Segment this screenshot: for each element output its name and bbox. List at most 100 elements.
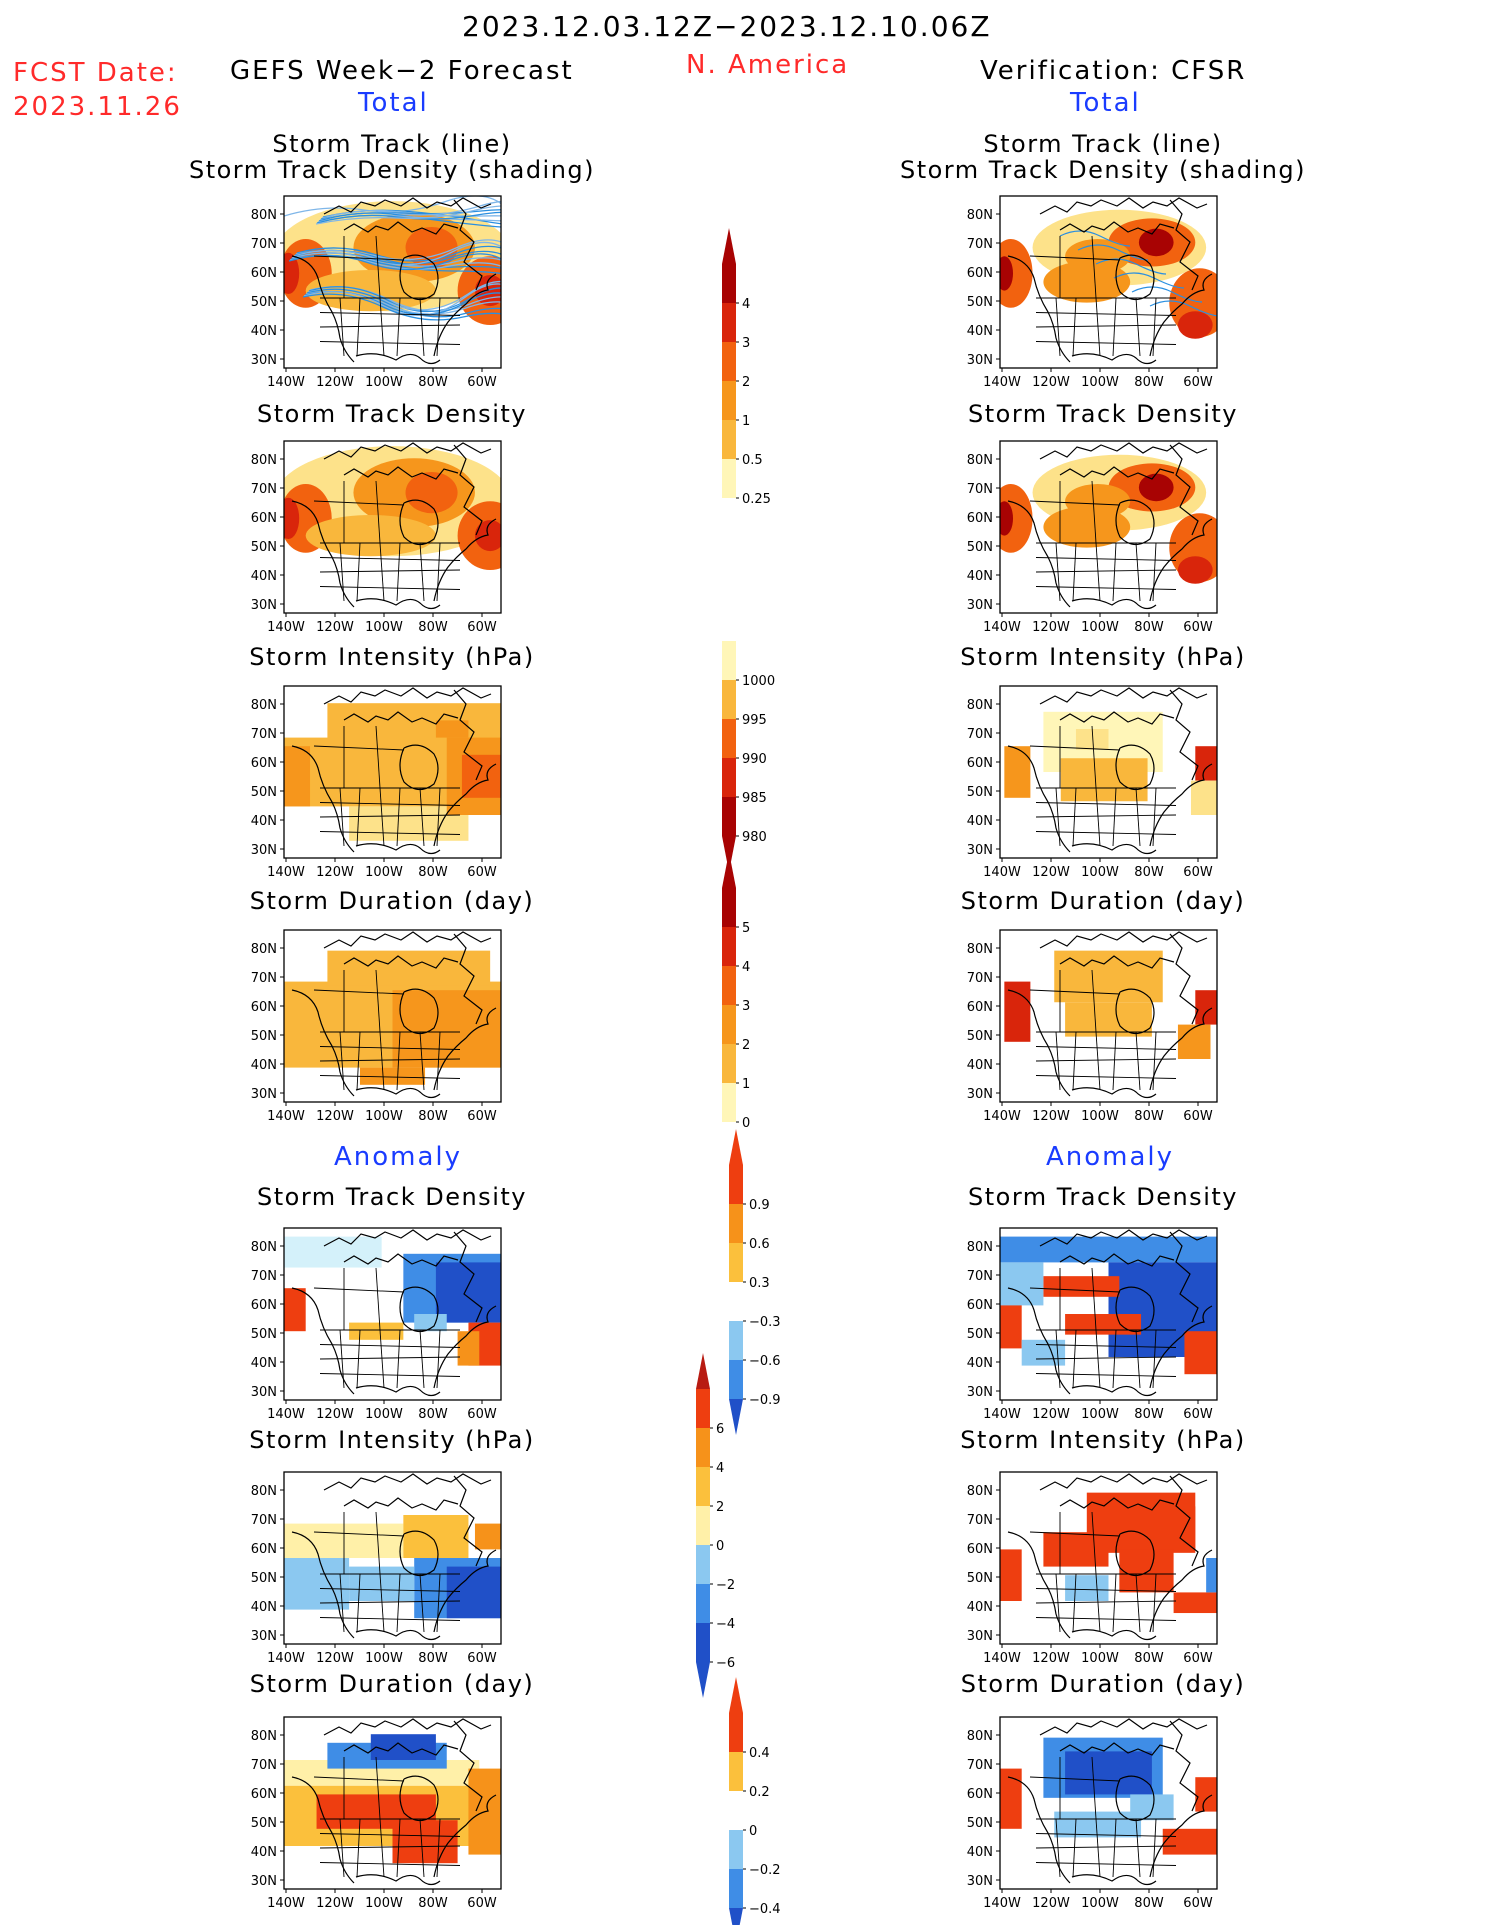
lat-tick-label: 30N <box>251 1087 277 1102</box>
lon-tick-label: 60W <box>1183 1896 1213 1911</box>
colorbar-segment <box>729 1321 743 1360</box>
lon-tick-label: 120W <box>1032 620 1070 635</box>
map-frame <box>999 440 1218 614</box>
lon-tick-label: 100W <box>1081 1651 1119 1666</box>
lon-tick-label: 120W <box>316 865 354 880</box>
shading-cell <box>1075 729 1109 750</box>
lon-tick-label: 140W <box>267 620 305 635</box>
lon-tick-label: 80W <box>418 1109 448 1124</box>
colorbar-label: −4 <box>716 1617 735 1632</box>
shading-cell <box>1000 1262 1044 1306</box>
colorbar-arrow <box>729 1908 743 1925</box>
title-track-shading-left: Storm Track Density (shading) <box>188 156 596 184</box>
colorbar-segment <box>729 1360 743 1399</box>
lon-tick-label: 140W <box>267 1896 305 1911</box>
lon-tick-label: 60W <box>467 865 497 880</box>
lon-tick-label: 120W <box>316 375 354 390</box>
map-frame <box>999 195 1218 369</box>
shading-blob <box>284 497 300 540</box>
lat-tick-label: 30N <box>967 1087 993 1102</box>
lat-tick-label: 70N <box>251 971 277 986</box>
lat-tick-label: 70N <box>967 727 993 742</box>
lat-tick-label: 30N <box>967 843 993 858</box>
colorbar-segment <box>696 1428 710 1467</box>
lat-tick-label: 50N <box>967 1327 993 1342</box>
lat-tick-label: 50N <box>967 540 993 555</box>
colorbar-label: −0.2 <box>749 1863 781 1878</box>
colorbar-label: 1000 <box>742 674 775 689</box>
colorbar-segment <box>722 927 736 966</box>
lon-tick-label: 80W <box>418 1407 448 1422</box>
title-anom-intensity-left: Storm Intensity (hPa) <box>249 1426 535 1454</box>
lat-tick-label: 60N <box>967 756 993 771</box>
colorbar-segment <box>729 1869 743 1908</box>
shading-blob <box>305 514 436 557</box>
lon-tick-label: 120W <box>316 1651 354 1666</box>
shading-cell <box>1184 1331 1217 1375</box>
title-duration-right: Storm Duration (day) <box>960 887 1246 915</box>
lon-tick-label: 60W <box>467 1109 497 1124</box>
colorbar-segment <box>696 1623 710 1662</box>
lat-tick-label: 50N <box>251 1029 277 1044</box>
title-anom-density-right: Storm Track Density <box>968 1183 1238 1211</box>
verification-anom-intensity-panel: 80N 70N 60N 50N 40N 30N 140W 120W 100W 80W 60W <box>967 1471 1218 1666</box>
shading-cell <box>392 990 501 1068</box>
storm-track-lines <box>284 196 501 321</box>
colorbar-segment <box>722 459 736 498</box>
lon-tick-label: 120W <box>1032 1651 1070 1666</box>
colorbar-segment <box>722 797 736 836</box>
shading-cell <box>435 720 469 738</box>
lon-tick-label: 140W <box>983 620 1021 635</box>
colorbar-segment <box>729 1791 743 1830</box>
lat-tick-label: 50N <box>967 785 993 800</box>
lon-tick-label: 120W <box>1032 1896 1070 1911</box>
lat-tick-label: 40N <box>251 1058 277 1073</box>
title-track-line-left: Storm Track (line) <box>272 130 512 158</box>
colorbar-segment <box>729 1713 743 1752</box>
lat-tick-label: 50N <box>251 785 277 800</box>
colorbar-segment <box>729 1752 743 1791</box>
colorbar-label: 0 <box>742 1116 750 1131</box>
shading-cell <box>1004 746 1031 798</box>
lat-tick-label: 30N <box>251 843 277 858</box>
colorbar-label: 2 <box>742 375 750 390</box>
lon-tick-label: 120W <box>1032 865 1070 880</box>
lon-tick-label: 80W <box>1134 865 1164 880</box>
state-borders <box>1029 1511 1177 1633</box>
lat-tick-label: 50N <box>251 1571 277 1586</box>
lat-tick-label: 70N <box>967 1758 993 1773</box>
colorbar-segment <box>722 342 736 381</box>
anomaly-label-left: Anomaly <box>334 1142 463 1172</box>
lon-tick-label: 140W <box>983 1407 1021 1422</box>
colorbar-segment <box>696 1467 710 1506</box>
colorbar-segment <box>722 719 736 758</box>
lon-tick-label: 100W <box>1081 865 1119 880</box>
colorbar-segment <box>729 1243 743 1282</box>
colorbar-segment <box>722 381 736 420</box>
lat-tick-label: 30N <box>251 1629 277 1644</box>
lon-tick-label: 120W <box>1032 1407 1070 1422</box>
verification-duration-panel: 80N 70N 60N 50N 40N 30N 140W 120W 100W 80W 60W <box>967 929 1218 1124</box>
colorbar-label: 6 <box>716 1422 724 1437</box>
shading-cell <box>1173 1592 1217 1614</box>
state-borders <box>313 725 461 847</box>
lon-tick-label: 120W <box>316 1407 354 1422</box>
shading-cell <box>284 1558 350 1610</box>
lon-tick-label: 80W <box>1134 1109 1164 1124</box>
lon-tick-label: 60W <box>1183 375 1213 390</box>
shading-cell <box>1060 758 1148 802</box>
lon-tick-label: 80W <box>1134 1407 1164 1422</box>
shading-cell <box>1190 780 1217 815</box>
lat-tick-label: 60N <box>251 1787 277 1802</box>
lat-tick-label: 80N <box>967 942 993 957</box>
colorbar-label: 990 <box>742 752 767 767</box>
colorbar-segment <box>729 1204 743 1243</box>
colorbar-segment <box>696 1389 710 1428</box>
verification-anom-duration-panel: 80N 70N 60N 50N 40N 30N 140W 120W 100W 80W 60W <box>967 1716 1218 1911</box>
lat-tick-label: 60N <box>251 1000 277 1015</box>
colorbar-segment <box>722 420 736 459</box>
lon-tick-label: 60W <box>467 375 497 390</box>
lon-tick-label: 80W <box>1134 1896 1164 1911</box>
shading-cell <box>403 1515 469 1558</box>
lat-tick-label: 80N <box>251 1240 277 1255</box>
